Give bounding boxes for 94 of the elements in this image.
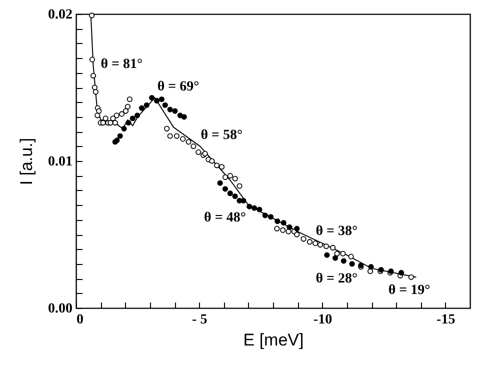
- point: [332, 255, 338, 261]
- point: [334, 250, 340, 256]
- point: [280, 220, 286, 226]
- point: [126, 96, 132, 102]
- point: [108, 120, 114, 126]
- point: [94, 112, 100, 118]
- point: [227, 190, 233, 196]
- point: [368, 264, 374, 270]
- point: [158, 96, 164, 102]
- point: [262, 212, 268, 218]
- point: [162, 102, 168, 108]
- point: [144, 102, 150, 108]
- point: [122, 108, 129, 114]
- point: [196, 149, 202, 155]
- point: [274, 226, 280, 232]
- point: [286, 224, 292, 230]
- point: [186, 139, 192, 145]
- point: [130, 116, 136, 122]
- point: [167, 133, 173, 139]
- point: [172, 108, 178, 114]
- point: [112, 120, 118, 126]
- annotation: θ = 48°: [204, 210, 246, 226]
- annotation: θ = 58°: [200, 128, 243, 144]
- point: [340, 250, 346, 256]
- point: [149, 95, 155, 101]
- point: [138, 105, 145, 111]
- point: [408, 274, 414, 280]
- point: [294, 226, 300, 232]
- point: [100, 120, 106, 126]
- point: [96, 108, 102, 114]
- y-tick-label: 0.00: [48, 302, 72, 316]
- point: [300, 236, 306, 242]
- y-tick-label: 0.02: [48, 8, 72, 22]
- point: [164, 126, 170, 132]
- point: [119, 111, 125, 117]
- point: [246, 204, 252, 210]
- point: [324, 252, 330, 258]
- point: [256, 206, 262, 212]
- point: [90, 72, 96, 79]
- x-tick-label: -10: [313, 312, 332, 328]
- point: [227, 172, 233, 178]
- point: [181, 114, 187, 120]
- point: [190, 144, 196, 150]
- point: [294, 232, 300, 238]
- point: [312, 240, 318, 246]
- annotation: θ = 69°: [157, 80, 200, 95]
- x-tick-label: - 5: [192, 312, 208, 328]
- point: [222, 174, 228, 180]
- point: [348, 254, 354, 260]
- point: [114, 112, 120, 118]
- y-tick-label: 0.01: [48, 154, 72, 170]
- point: [214, 162, 220, 168]
- x-axis-title: E [meV]: [243, 330, 304, 350]
- point: [217, 180, 223, 186]
- point: [274, 218, 280, 224]
- point: [330, 244, 336, 251]
- point: [174, 133, 180, 139]
- point: [102, 116, 108, 122]
- point: [280, 227, 286, 233]
- point: [92, 84, 98, 90]
- point: [124, 104, 131, 110]
- point: [117, 133, 123, 139]
- point: [323, 243, 329, 250]
- point: [89, 56, 96, 62]
- annotation: θ = 19°: [388, 282, 430, 298]
- point: [167, 106, 173, 112]
- point: [398, 270, 404, 276]
- point: [317, 242, 324, 248]
- point: [126, 120, 132, 126]
- point: [88, 12, 95, 18]
- point: [340, 258, 346, 264]
- point: [92, 89, 98, 95]
- point: [209, 158, 215, 164]
- point: [121, 126, 127, 132]
- point: [367, 268, 374, 274]
- x-tick-label: -15: [436, 312, 456, 328]
- annotation: θ = 81°: [100, 57, 143, 72]
- point: [154, 98, 160, 104]
- point: [251, 205, 258, 211]
- point: [240, 198, 246, 204]
- point: [236, 183, 242, 189]
- annotation: θ = 38°: [316, 224, 358, 239]
- y-axis-title: I [a.u.]: [17, 138, 36, 186]
- point: [218, 164, 225, 170]
- point: [134, 112, 140, 118]
- annotation: θ = 28°: [316, 272, 358, 287]
- point: [222, 186, 228, 192]
- point: [232, 176, 238, 182]
- x-tick-label: 0: [76, 312, 84, 328]
- point: [180, 136, 186, 142]
- point: [232, 193, 238, 200]
- point: [306, 239, 312, 245]
- point: [268, 214, 274, 220]
- point: [349, 261, 355, 267]
